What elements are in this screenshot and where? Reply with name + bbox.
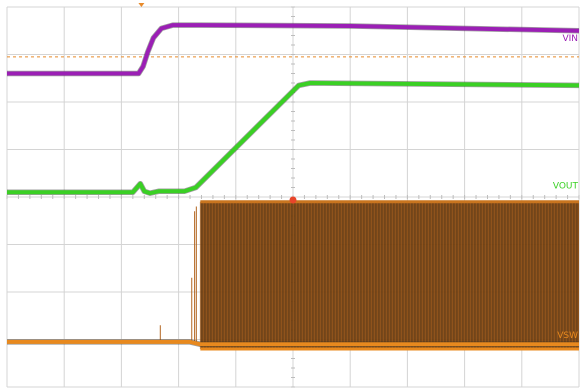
series-vsw-burst: [159, 200, 579, 351]
series-label-vout: VOUT: [553, 181, 579, 191]
traces: [7, 3, 580, 351]
trigger-marker: [138, 3, 145, 7]
center-marker: [289, 196, 297, 204]
series-vsw-line: [7, 339, 579, 347]
series-label-vsw: VSW: [557, 331, 578, 341]
series-vout-line: [7, 81, 580, 196]
series-vin-line: [7, 23, 580, 76]
series-label-vin: VIN: [562, 34, 578, 44]
